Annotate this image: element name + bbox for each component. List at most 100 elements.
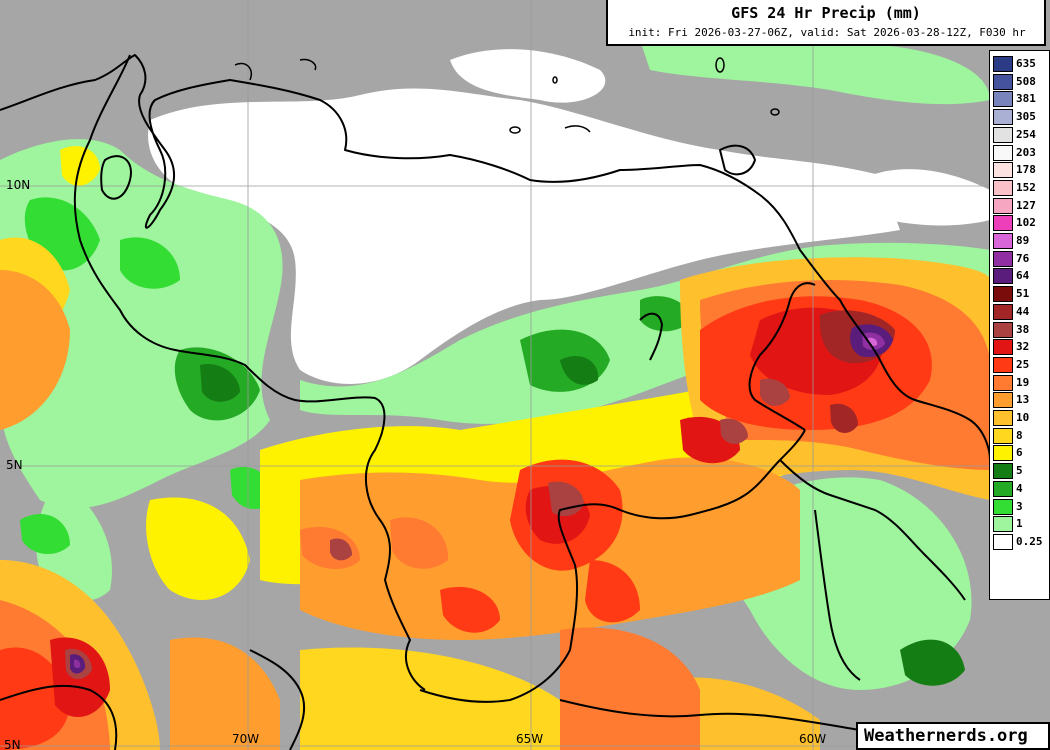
- trinidad-coast: [719, 144, 756, 176]
- legend-label: 152: [1016, 180, 1036, 194]
- legend-item: 508: [990, 73, 1050, 91]
- legend-label: 3: [1016, 499, 1023, 513]
- legend-swatch: [993, 126, 1013, 143]
- map-subtitle: init: Fri 2026-03-27-06Z, valid: Sat 202…: [628, 26, 1026, 39]
- legend-label: 10: [1016, 411, 1030, 424]
- legend-item: 203: [990, 144, 1050, 162]
- legend-label: 305: [1016, 110, 1036, 124]
- legend-item: 254: [990, 126, 1050, 144]
- legend-item: 89: [990, 232, 1050, 250]
- legend-swatch: [993, 463, 1013, 480]
- caribbean-islands: [234, 57, 780, 134]
- watermark: Weathernerds.org: [856, 722, 1050, 750]
- legend-label: 178: [1016, 163, 1036, 177]
- lat-label-bottom: 5N: [4, 738, 21, 750]
- legend-label: 254: [1016, 127, 1036, 141]
- legend-swatch: [993, 91, 1013, 108]
- legend-label: 203: [1016, 145, 1036, 159]
- orinoco-delta: [639, 312, 663, 361]
- amazon-river-segment: [559, 699, 861, 731]
- precip-color-legend: 635 508 381 305 254 203 178 152 127 102 89 76 64 51 44…: [989, 50, 1050, 600]
- legend-item: 3: [990, 498, 1050, 516]
- legend-item: 305: [990, 108, 1050, 126]
- legend-swatch: [993, 516, 1013, 533]
- legend-swatch: [993, 445, 1013, 462]
- no-precip-areas: [148, 49, 990, 384]
- suriname-interior-border: [814, 509, 861, 681]
- legend-swatch: [993, 356, 1013, 373]
- lon-label-65w: 65W: [516, 732, 544, 746]
- legend-item: 13: [990, 391, 1050, 409]
- legend-item: 6: [990, 444, 1050, 462]
- legend-swatch: [993, 233, 1013, 249]
- legend-swatch: [993, 427, 1013, 444]
- legend-swatch: [993, 56, 1013, 72]
- legend-item: 76: [990, 250, 1050, 268]
- legend-label: 508: [1016, 74, 1036, 88]
- legend-label: 32: [1016, 340, 1030, 354]
- legend-swatch: [993, 162, 1013, 179]
- legend-label: 44: [1016, 304, 1030, 318]
- legend-item: 4: [990, 480, 1050, 498]
- legend-label: 89: [1016, 234, 1030, 247]
- legend-item: 178: [990, 161, 1050, 179]
- legend-item: 44: [990, 303, 1050, 321]
- legend-swatch: [993, 179, 1013, 196]
- lon-label-60w: 60W: [799, 732, 827, 746]
- legend-swatch: [993, 268, 1013, 285]
- legend-swatch: [993, 197, 1013, 214]
- legend-swatch: [993, 374, 1013, 391]
- legend-label: 381: [1016, 92, 1036, 106]
- lat-label-5n: 5N: [6, 458, 23, 472]
- legend-item: 19: [990, 374, 1050, 392]
- legend-item: 64: [990, 267, 1050, 285]
- south-border: [249, 649, 306, 750]
- legend-item: 635: [990, 55, 1050, 73]
- venezuela-guyana-border: [748, 282, 816, 431]
- legend-swatch: [993, 215, 1013, 232]
- legend-label: 8: [1016, 428, 1023, 442]
- legend-swatch: [993, 480, 1013, 497]
- watermark-text: Weathernerds.org: [864, 726, 1028, 746]
- legend-item: 1: [990, 515, 1050, 533]
- legend-item: 5: [990, 462, 1050, 480]
- legend-swatch: [993, 109, 1013, 126]
- legend-label: 635: [1016, 57, 1036, 70]
- peru-border: [0, 684, 118, 750]
- map-title-box: GFS 24 Hr Precip (mm) init: Fri 2026-03-…: [606, 0, 1046, 46]
- legend-item: 25: [990, 356, 1050, 374]
- guyana-suriname-border: [779, 459, 966, 601]
- legend-swatch: [993, 250, 1013, 267]
- legend-swatch: [993, 533, 1013, 550]
- legend-label: 127: [1016, 198, 1036, 212]
- legend-item: 152: [990, 179, 1050, 197]
- caribbean-coastline: [0, 54, 991, 461]
- colombia-venezuela-border: [73, 54, 426, 691]
- legend-label: 6: [1016, 446, 1023, 460]
- lat-label-10n: 10N: [6, 178, 31, 192]
- legend-swatch: [993, 73, 1013, 90]
- legend-label: 25: [1016, 357, 1030, 371]
- legend-item: 32: [990, 338, 1050, 356]
- legend-swatch: [993, 410, 1013, 426]
- legend-swatch: [993, 286, 1013, 303]
- legend-label: 38: [1016, 322, 1030, 336]
- legend-item: 381: [990, 90, 1050, 108]
- legend-label: 102: [1016, 216, 1036, 230]
- lat-lon-grid: [0, 0, 990, 750]
- legend-label: 64: [1016, 269, 1030, 283]
- legend-swatch: [993, 144, 1013, 161]
- legend-label: 5: [1016, 464, 1023, 478]
- legend-swatch: [993, 303, 1013, 320]
- legend-swatch: [993, 392, 1013, 409]
- legend-swatch: [993, 339, 1013, 356]
- legend-label: 51: [1016, 287, 1030, 301]
- legend-item: 51: [990, 285, 1050, 303]
- legend-item: 102: [990, 214, 1050, 232]
- legend-item: 127: [990, 197, 1050, 215]
- legend-label: 76: [1016, 251, 1030, 265]
- legend-item: 8: [990, 427, 1050, 445]
- legend-label: 19: [1016, 375, 1030, 389]
